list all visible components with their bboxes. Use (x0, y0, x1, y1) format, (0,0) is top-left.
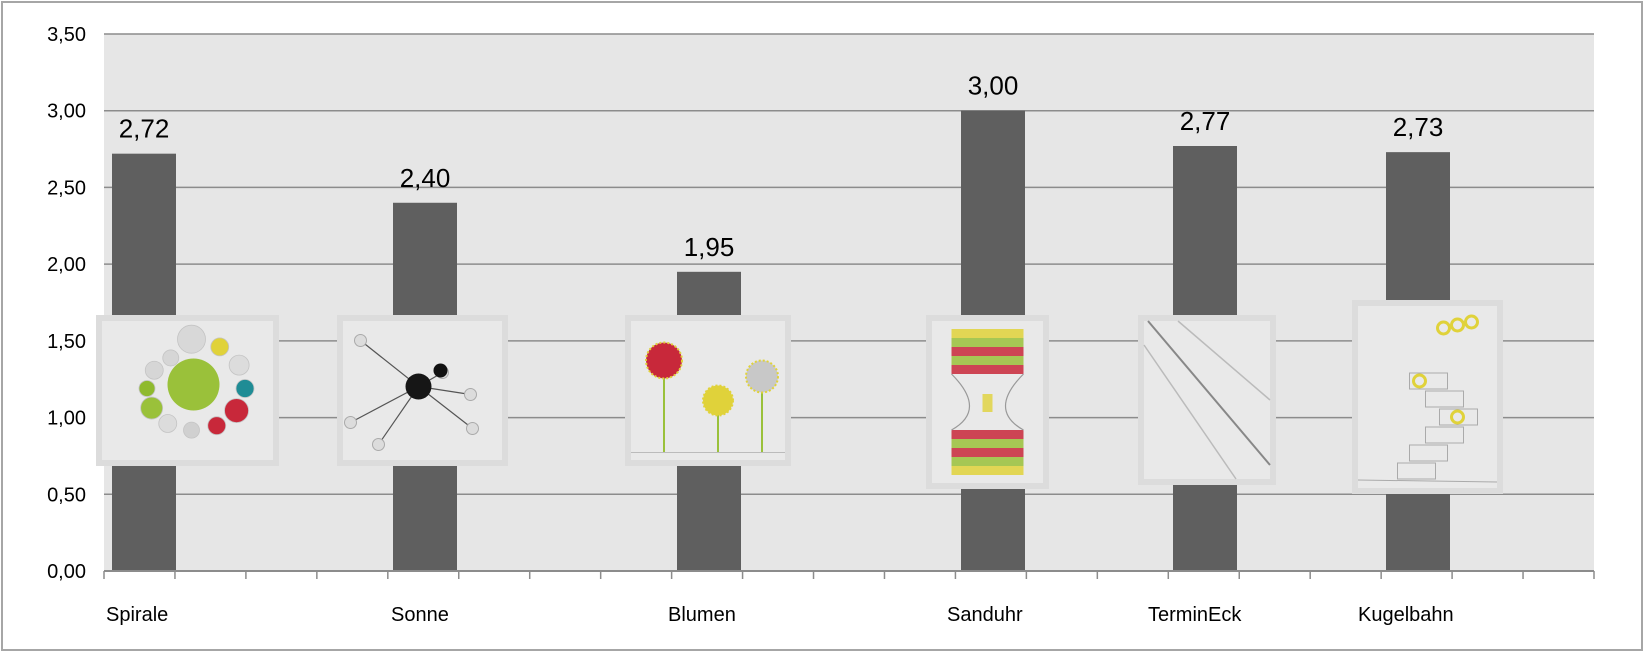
data-label: 2,73 (1393, 112, 1444, 142)
data-label: 1,95 (684, 232, 735, 262)
spiral-drawing-icon (96, 315, 279, 466)
data-labels: 2,72 2,40 1,95 3,00 2,77 2,73 (119, 71, 1444, 262)
data-label: 3,00 (968, 71, 1019, 101)
x-tick-label: Blumen (668, 604, 736, 626)
hourglass-drawing-icon (926, 315, 1049, 489)
data-label: 2,40 (400, 163, 451, 193)
flowers-drawing-icon (625, 315, 791, 466)
thumbnails (96, 300, 1503, 494)
y-tick-label: 0,50 (47, 484, 86, 506)
x-axis (103, 570, 1595, 579)
x-tick-label: Spirale (106, 604, 168, 626)
y-tick-labels: 0,00 0,50 1,00 1,50 2,00 2,50 3,00 3,50 (47, 24, 86, 583)
x-tick-label: Sanduhr (947, 604, 1023, 626)
x-tick-label: TerminEck (1148, 604, 1242, 626)
x-tick-label: Kugelbahn (1358, 604, 1454, 626)
y-tick-label: 2,00 (47, 254, 86, 276)
y-tick-label: 2,50 (47, 177, 86, 199)
marble-run-drawing-icon (1352, 300, 1503, 494)
x-tick-label: Sonne (391, 604, 449, 626)
data-label: 2,77 (1180, 106, 1231, 136)
sun-drawing-icon (337, 315, 508, 466)
y-tick-label: 1,50 (47, 331, 86, 353)
plot-area (104, 34, 1594, 571)
data-label: 2,72 (119, 114, 170, 144)
x-tick-labels: Spirale Sonne Blumen Sanduhr TerminEck Kugelb… (106, 604, 1454, 626)
y-tick-label: 3,00 (47, 101, 86, 123)
y-tick-label: 3,50 (47, 24, 86, 46)
diagonal-corner-drawing-icon (1138, 315, 1276, 485)
y-tick-label: 1,00 (47, 408, 86, 430)
y-tick-label: 0,00 (47, 561, 86, 583)
